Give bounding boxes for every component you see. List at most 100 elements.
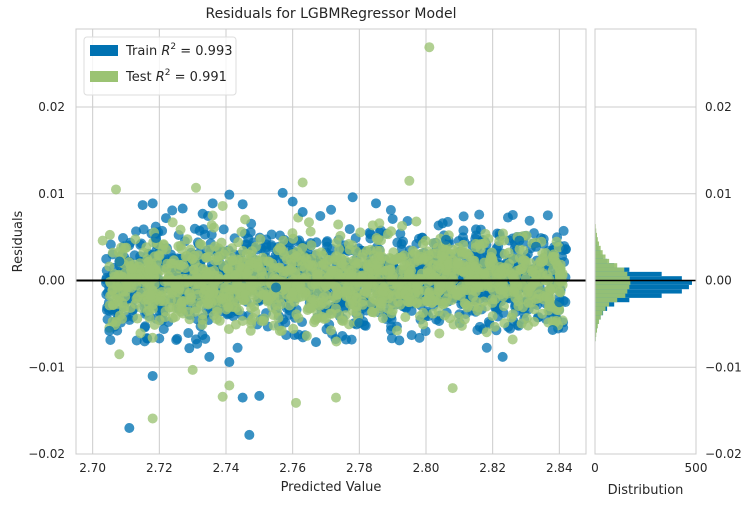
test-point bbox=[218, 260, 229, 271]
test-point bbox=[229, 270, 240, 281]
test-outlier-point bbox=[331, 392, 341, 403]
train-outlier-point bbox=[254, 390, 265, 401]
test-point bbox=[442, 259, 453, 270]
train-point bbox=[558, 225, 569, 236]
train-outlier-point bbox=[554, 297, 565, 308]
test-outlier-point bbox=[167, 217, 178, 228]
test-point bbox=[201, 270, 212, 281]
test-point bbox=[375, 235, 386, 246]
train-outlier-point bbox=[441, 234, 451, 245]
test-point bbox=[418, 238, 429, 249]
test-point bbox=[245, 325, 256, 336]
test-point bbox=[284, 300, 295, 311]
test-point bbox=[104, 261, 115, 272]
test-point bbox=[189, 306, 200, 317]
test-outlier-point bbox=[297, 177, 308, 188]
test-point bbox=[112, 298, 123, 309]
test-hist-bar bbox=[595, 254, 606, 259]
test-outlier-point bbox=[224, 380, 235, 391]
test-point bbox=[433, 286, 444, 297]
test-hist-bar bbox=[595, 289, 628, 294]
test-point bbox=[138, 247, 149, 258]
test-point bbox=[147, 332, 158, 343]
test-point bbox=[520, 273, 531, 284]
test-point bbox=[287, 287, 298, 298]
train-outlier-point bbox=[561, 244, 571, 255]
test-point bbox=[317, 311, 328, 322]
test-point bbox=[363, 279, 374, 290]
test-point bbox=[303, 217, 314, 228]
test-point bbox=[514, 252, 525, 263]
test-point bbox=[175, 240, 186, 251]
test-point bbox=[149, 319, 160, 330]
test-point bbox=[214, 273, 225, 284]
test-point bbox=[111, 317, 122, 328]
test-hist-bar bbox=[595, 332, 597, 337]
test-outlier-point bbox=[147, 413, 158, 424]
test-point bbox=[479, 267, 490, 278]
test-point bbox=[144, 312, 155, 323]
test-outlier-point bbox=[197, 309, 208, 320]
test-outlier-point bbox=[217, 200, 228, 211]
test-point bbox=[530, 270, 541, 281]
test-point bbox=[284, 264, 295, 275]
test-hist-bar bbox=[595, 315, 601, 320]
x-axis-label: Predicted Value bbox=[281, 480, 382, 495]
train-outlier-point bbox=[147, 198, 158, 209]
test-hist-bar bbox=[595, 319, 600, 324]
chart-title: Residuals for LGBMRegressor Model bbox=[205, 6, 457, 22]
train-point bbox=[189, 223, 200, 234]
test-point bbox=[473, 280, 484, 291]
test-point bbox=[209, 255, 220, 266]
test-point bbox=[406, 265, 417, 276]
test-point bbox=[211, 314, 222, 325]
test-point bbox=[391, 254, 402, 265]
test-point bbox=[377, 280, 388, 291]
y-tick-label: −0.01 bbox=[28, 360, 65, 374]
test-point bbox=[400, 312, 411, 323]
test-outlier-point bbox=[97, 235, 108, 246]
train-hist-bar bbox=[595, 271, 662, 277]
test-point bbox=[418, 307, 429, 318]
train-outlier-point bbox=[207, 198, 218, 209]
test-hist-bar bbox=[595, 271, 628, 277]
train-outlier-point bbox=[137, 200, 148, 211]
test-point bbox=[132, 313, 143, 324]
test-point bbox=[523, 297, 534, 308]
train-point bbox=[158, 324, 169, 335]
test-hist-bar bbox=[595, 228, 597, 233]
train-outlier-point bbox=[514, 235, 525, 246]
test-hist-bar bbox=[595, 293, 626, 298]
test-point bbox=[228, 294, 239, 305]
train-point bbox=[458, 225, 469, 236]
test-point bbox=[184, 314, 195, 325]
test-point bbox=[205, 283, 216, 294]
test-point bbox=[552, 305, 563, 316]
dist-y-tick-label: −0.02 bbox=[705, 447, 742, 461]
test-point bbox=[208, 222, 219, 233]
train-outlier-point bbox=[371, 198, 381, 209]
x-tick-label: 2.74 bbox=[213, 461, 240, 475]
train-outlier-point bbox=[354, 318, 365, 329]
test-point bbox=[325, 325, 336, 336]
main-frame bbox=[75, 28, 587, 455]
test-hist-bar bbox=[595, 250, 603, 255]
train-outlier-point bbox=[311, 337, 321, 348]
test-point bbox=[473, 302, 484, 313]
test-point bbox=[104, 300, 115, 311]
train-outlier-point bbox=[297, 207, 308, 218]
test-hist-bar bbox=[595, 284, 630, 290]
test-point bbox=[305, 303, 316, 314]
train-outlier-point bbox=[147, 370, 158, 381]
dist-y-tick-label: 0.00 bbox=[705, 274, 732, 288]
test-point bbox=[409, 257, 420, 268]
test-point bbox=[237, 315, 248, 326]
train-outlier-point bbox=[531, 241, 541, 252]
test-point bbox=[386, 226, 397, 237]
test-point bbox=[480, 228, 491, 239]
train-outlier-point bbox=[151, 233, 161, 244]
train-point bbox=[118, 233, 129, 244]
test-point bbox=[448, 319, 459, 330]
test-point bbox=[352, 258, 363, 269]
